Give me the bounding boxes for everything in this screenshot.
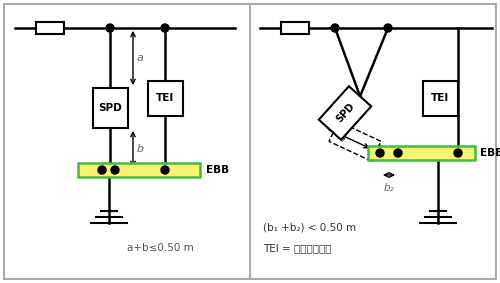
Bar xyxy=(281,22,309,34)
Text: EBB: EBB xyxy=(480,148,500,158)
Text: TEI = 终端设备接口: TEI = 终端设备接口 xyxy=(263,243,332,253)
Circle shape xyxy=(161,166,169,174)
Circle shape xyxy=(394,149,402,157)
Text: SPD: SPD xyxy=(98,103,122,113)
Circle shape xyxy=(384,24,392,32)
Text: b₁: b₁ xyxy=(336,129,350,143)
Circle shape xyxy=(376,149,384,157)
Text: TEI: TEI xyxy=(156,93,174,103)
Bar xyxy=(92,88,128,128)
Polygon shape xyxy=(319,86,371,140)
Text: SPD: SPD xyxy=(334,101,356,125)
Circle shape xyxy=(161,24,169,32)
Text: a: a xyxy=(137,53,144,63)
Text: TEI: TEI xyxy=(431,93,449,103)
Bar xyxy=(78,163,200,177)
Bar xyxy=(368,146,475,160)
Circle shape xyxy=(331,24,339,32)
Text: EBB: EBB xyxy=(206,165,229,175)
Circle shape xyxy=(454,149,462,157)
Text: (b₁ +b₂) < 0.50 m: (b₁ +b₂) < 0.50 m xyxy=(263,223,356,233)
Text: b: b xyxy=(137,144,144,154)
Bar xyxy=(422,80,458,115)
Circle shape xyxy=(111,166,119,174)
Circle shape xyxy=(98,166,106,174)
Circle shape xyxy=(106,24,114,32)
Text: b₂: b₂ xyxy=(384,183,394,193)
Text: a+b≤0.50 m: a+b≤0.50 m xyxy=(126,243,194,253)
Polygon shape xyxy=(329,121,381,161)
Bar xyxy=(148,80,182,115)
Bar xyxy=(36,22,64,34)
